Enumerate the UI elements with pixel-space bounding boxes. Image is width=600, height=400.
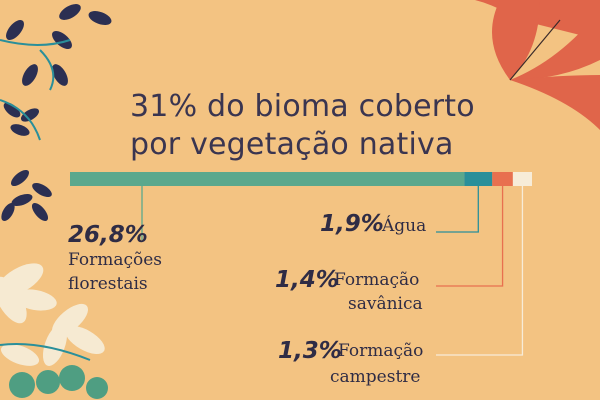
orange-flower-icon: [440, 0, 600, 130]
leader-line-2: [436, 186, 504, 287]
category-label-campestre-line2: campestre: [330, 367, 421, 387]
bar-segment-2: [492, 172, 513, 186]
category-label-florestais-line2: florestais: [68, 274, 148, 294]
category-label-savanica-line2: savânica: [348, 294, 423, 314]
category-label-campestre-line1: Formação: [338, 341, 424, 361]
teal-berries-icon: [9, 365, 108, 399]
chart-title: 31% do bioma coberto por vegetação nativ…: [130, 88, 510, 164]
title-line-1: 31% do bioma coberto: [130, 89, 475, 124]
bar-segment-3: [512, 172, 532, 186]
cream-flowers-icon: [0, 263, 105, 366]
bar-segment-0: [70, 172, 465, 186]
category-label-agua: Água: [382, 216, 427, 236]
value-label-campestre: 1,3%: [278, 338, 342, 364]
value-label-savanica: 1,4%: [275, 267, 339, 293]
leader-line-1: [436, 186, 479, 233]
leader-line-3: [436, 186, 524, 356]
navy-branch-icon: [1, 169, 52, 222]
value-label-agua: 1,9%: [320, 211, 384, 237]
category-label-florestais-line1: Formações: [68, 250, 163, 270]
bar-segment-1: [464, 172, 493, 186]
navy-leaves-icon: [3, 4, 112, 136]
value-label-florestais: 26,8%: [68, 222, 148, 248]
category-label-savanica-line1: Formação: [334, 270, 420, 290]
title-line-2: por vegetação nativa: [130, 127, 454, 162]
